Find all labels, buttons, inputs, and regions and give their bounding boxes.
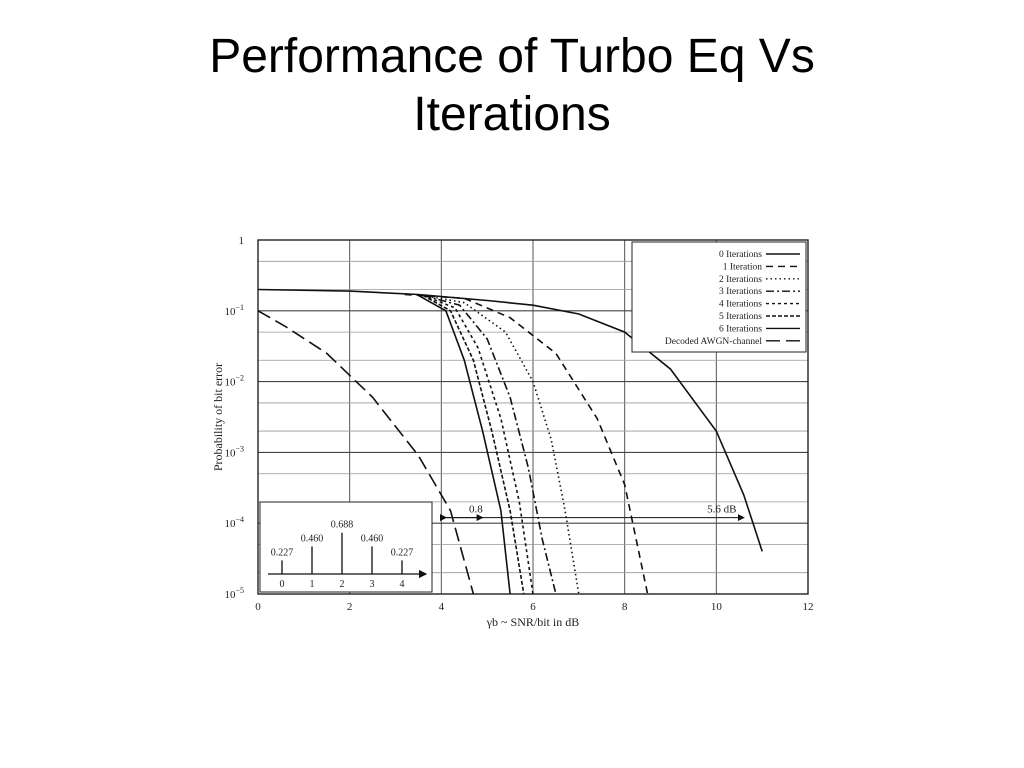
inset-tick-label: 4: [400, 579, 405, 590]
annotation-label: 0.8: [469, 504, 483, 516]
x-tick-label: 8: [622, 601, 628, 613]
y-tick-labels: 1 10−1 10−2 10−3 10−4 10−5: [224, 235, 244, 601]
inset-tick-label: 0: [280, 579, 285, 590]
legend-label: 4 Iterations: [719, 300, 762, 310]
series-line-7: [257, 310, 475, 595]
annotation-label: 5.6 dB: [707, 504, 736, 516]
legend-label: Decoded AWGN-channel: [665, 337, 762, 347]
series-line-1: [404, 293, 649, 595]
x-tick-label: 10: [711, 601, 723, 613]
slide-title-line-2: Iterations: [413, 88, 611, 141]
inset-tick-label: 3: [370, 579, 375, 590]
legend-label: 6 Iterations: [719, 324, 762, 334]
legend-label: 1 Iteration: [723, 262, 763, 272]
legend-label: 2 Iterations: [719, 275, 762, 285]
y-tick-label: 10−3: [224, 444, 244, 459]
inset-tick-label: 1: [310, 579, 315, 590]
series-line-3: [422, 294, 557, 595]
inset-value-label: 0.460: [361, 533, 384, 544]
series-line-2: [422, 294, 580, 595]
inset-value-label: 0.227: [391, 547, 414, 558]
slide-title: Performance of Turbo Eq Vs Iterations: [0, 28, 1024, 144]
series-lines: [257, 288, 763, 595]
x-tick-label: 2: [347, 601, 353, 613]
x-tick-label: 4: [439, 601, 445, 613]
y-tick-label: 10−4: [224, 515, 244, 530]
slide-title-line-1: Performance of Turbo Eq Vs: [209, 30, 815, 83]
legend-label: 0 Iterations: [719, 250, 762, 260]
x-tick-labels: 0 2 4 6 8 10 12: [255, 601, 813, 613]
y-tick-label: 10−5: [224, 586, 244, 601]
inset-value-label: 0.227: [271, 547, 294, 558]
series-line-5: [422, 294, 525, 595]
inset-value-label: 0.688: [331, 520, 354, 531]
inset-value-label: 0.460: [301, 533, 324, 544]
legend: 0 Iterations 1 Iteration 2 Iterations 3 Ite…: [631, 241, 807, 353]
y-tick-label: 10−2: [224, 374, 244, 389]
inset-stem-plot: 0.227 0 0.460 1 0.688 2 0.460 3 0.227 4: [259, 501, 433, 593]
y-tick-label: 10−1: [224, 303, 244, 318]
inset-box: [259, 501, 433, 593]
legend-box: [631, 241, 807, 353]
series-line-0: [257, 288, 763, 552]
y-axis-label: Probability of bit error: [211, 363, 225, 471]
legend-label: 5 Iterations: [719, 312, 762, 322]
series-line-6: [418, 294, 511, 595]
inset-tick-label: 2: [340, 579, 345, 590]
plot-frame: [257, 239, 809, 595]
y-tick-label: 1: [239, 235, 245, 247]
annotations: 0.8 5.6 dB: [439, 504, 745, 522]
x-tick-label: 0: [255, 601, 261, 613]
x-tick-label: 12: [803, 601, 814, 613]
x-axis-label: γb ~ SNR/bit in dB: [486, 615, 579, 629]
x-tick-label: 6: [530, 601, 536, 613]
legend-label: 3 Iterations: [719, 287, 762, 297]
